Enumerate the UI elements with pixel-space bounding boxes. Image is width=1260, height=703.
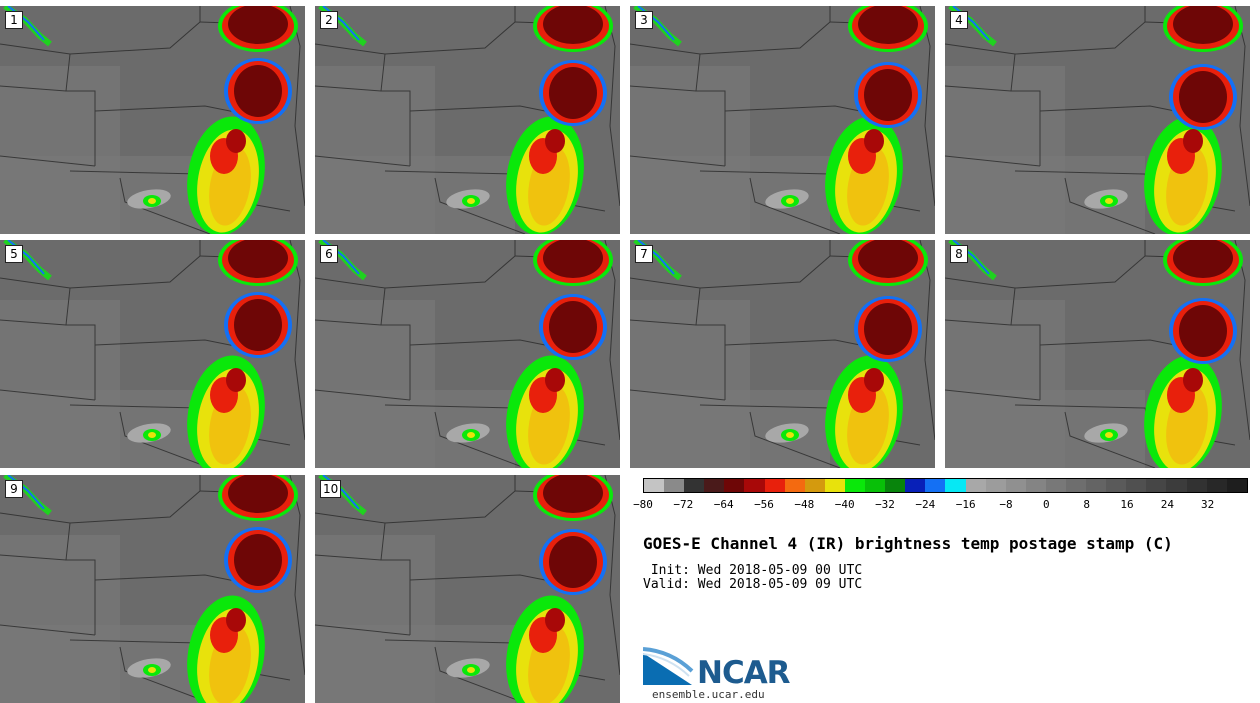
panel-number-label: 8: [950, 245, 968, 263]
colorbar-swatch: [1186, 479, 1207, 492]
postage-stamp-panel: 7: [630, 240, 935, 468]
postage-stamp-panel: 9: [0, 475, 305, 703]
colorbar-swatch: [1206, 479, 1227, 492]
colorbar-swatch: [744, 479, 765, 492]
colorbar-tick-label: 24: [1160, 498, 1174, 511]
panel-number-label: 3: [635, 11, 653, 29]
colorbar-swatch: [905, 479, 926, 492]
colorbar-swatch: [1045, 479, 1066, 492]
colorbar-swatch: [724, 479, 745, 492]
postage-stamp-panel: 3: [630, 6, 935, 234]
colorbar-swatch: [1065, 479, 1087, 492]
colorbar-swatch: [925, 479, 946, 492]
postage-stamp-panel: 8: [945, 240, 1250, 468]
panel-number-label: 9: [5, 480, 23, 498]
colorbar-swatch: [664, 479, 685, 492]
chart-title: GOES-E Channel 4 (IR) brightness temp po…: [643, 534, 1173, 553]
panel-number-label: 4: [950, 11, 968, 29]
panel-number-label: 7: [635, 245, 653, 263]
colorbar-tick-label: −8: [999, 498, 1013, 511]
colorbar-tick-labels: −80 −72 −64 −56 −48 −40 −32 −24 −16 −8 0 8 16 24 32: [633, 498, 1248, 512]
panel-number-label: 2: [320, 11, 338, 29]
postage-stamp-panel: 4: [945, 6, 1250, 234]
valid-time: Valid: Wed 2018-05-09 09 UTC: [643, 577, 863, 592]
colorbar-swatch: [1086, 479, 1107, 492]
colorbar-tick-label: 0: [1043, 498, 1050, 511]
colorbar-tick-label: −56: [754, 498, 774, 511]
colorbar-swatch: [844, 479, 866, 492]
postage-stamp-panel: 1: [0, 6, 305, 234]
colorbar-tick-label: 32: [1201, 498, 1215, 511]
colorbar-swatch: [965, 479, 986, 492]
temperature-colorbar: [643, 478, 1248, 493]
postage-stamp-panel: 6: [315, 240, 620, 468]
colorbar-tick-label: −80: [633, 498, 653, 511]
colorbar-swatch: [1005, 479, 1026, 492]
colorbar-tick-label: 16: [1120, 498, 1134, 511]
panel-number-label: 5: [5, 245, 23, 263]
colorbar-swatch: [1226, 479, 1247, 492]
colorbar-swatch: [764, 479, 785, 492]
ncar-wordmark: NCAR: [697, 655, 791, 691]
colorbar-swatch: [885, 479, 906, 492]
panel-number-label: 6: [320, 245, 338, 263]
colorbar-swatch: [684, 479, 705, 492]
colorbar-swatch: [784, 479, 805, 492]
colorbar-tick-label: −16: [955, 498, 976, 511]
colorbar-tick-label: −24: [915, 498, 936, 511]
colorbar-swatch: [824, 479, 845, 492]
colorbar-tick-label: 8: [1083, 498, 1090, 511]
colorbar-swatch: [804, 479, 825, 492]
colorbar-swatch: [1146, 479, 1167, 492]
colorbar-tick-label: −48: [794, 498, 815, 511]
colorbar-tick-label: −64: [713, 498, 734, 511]
init-time: Init: Wed 2018-05-09 00 UTC: [643, 563, 863, 578]
panel-number-label: 10: [320, 480, 342, 498]
panel-number-label: 1: [5, 11, 23, 29]
colorbar-swatch: [1025, 479, 1046, 492]
colorbar-swatch: [985, 479, 1006, 492]
colorbar-swatch: [1106, 479, 1127, 492]
colorbar-tick-label: −32: [875, 498, 895, 511]
postage-stamp-panel: 5: [0, 240, 305, 468]
colorbar-swatch: [945, 479, 966, 492]
colorbar-swatch: [704, 479, 725, 492]
colorbar-swatch: [644, 479, 665, 492]
postage-stamp-panel: 10: [315, 475, 620, 703]
postage-stamp-panel: 2: [315, 6, 620, 234]
ensemble-website: ensemble.ucar.edu: [652, 688, 765, 701]
colorbar-tick-label: −72: [673, 498, 694, 511]
colorbar-swatch: [1126, 479, 1147, 492]
colorbar-swatch: [1166, 479, 1187, 492]
ncar-logo-icon: [643, 647, 694, 685]
colorbar-swatch: [865, 479, 886, 492]
colorbar-tick-label: −40: [834, 498, 855, 511]
